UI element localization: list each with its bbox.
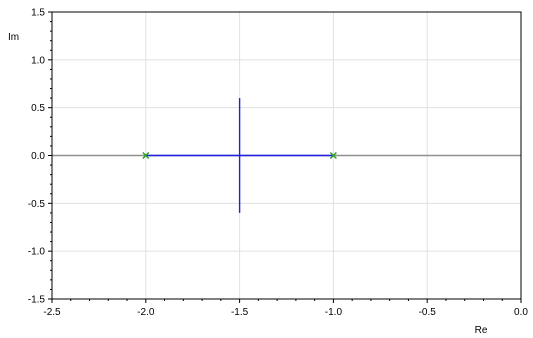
y-tick-labels: 1.5 1.0 0.5 0.0 -0.5 -1.0 -1.5 (28, 8, 46, 306)
x-axis-label: Re (475, 325, 488, 336)
y-tick-label: -0.5 (28, 199, 46, 210)
y-axis-label: Im (8, 32, 19, 43)
pole-marker (329, 152, 337, 159)
x-tick-label: -1.5 (231, 307, 249, 318)
pole-marker (142, 152, 150, 159)
y-tick-label: 1.5 (31, 8, 45, 19)
pole-markers (142, 152, 337, 159)
y-tick-label: -1.5 (28, 295, 46, 306)
x-tick-label: -2.0 (137, 307, 155, 318)
x-tick-label: -2.5 (43, 307, 61, 318)
y-tick-label: 0.5 (31, 103, 45, 114)
y-tick-label: 0.0 (31, 151, 45, 162)
x-tick-labels: -2.5 -2.0 -1.5 -1.0 -0.5 0.0 (43, 307, 528, 318)
x-tick-label: -0.5 (419, 307, 437, 318)
y-tick-label: 1.0 (31, 55, 45, 66)
y-tick-label: -1.0 (28, 247, 46, 258)
x-tick-label: 0.0 (514, 307, 528, 318)
x-tick-label: -1.0 (325, 307, 343, 318)
axis-ticks (48, 11, 522, 303)
locus-branches (145, 98, 334, 213)
